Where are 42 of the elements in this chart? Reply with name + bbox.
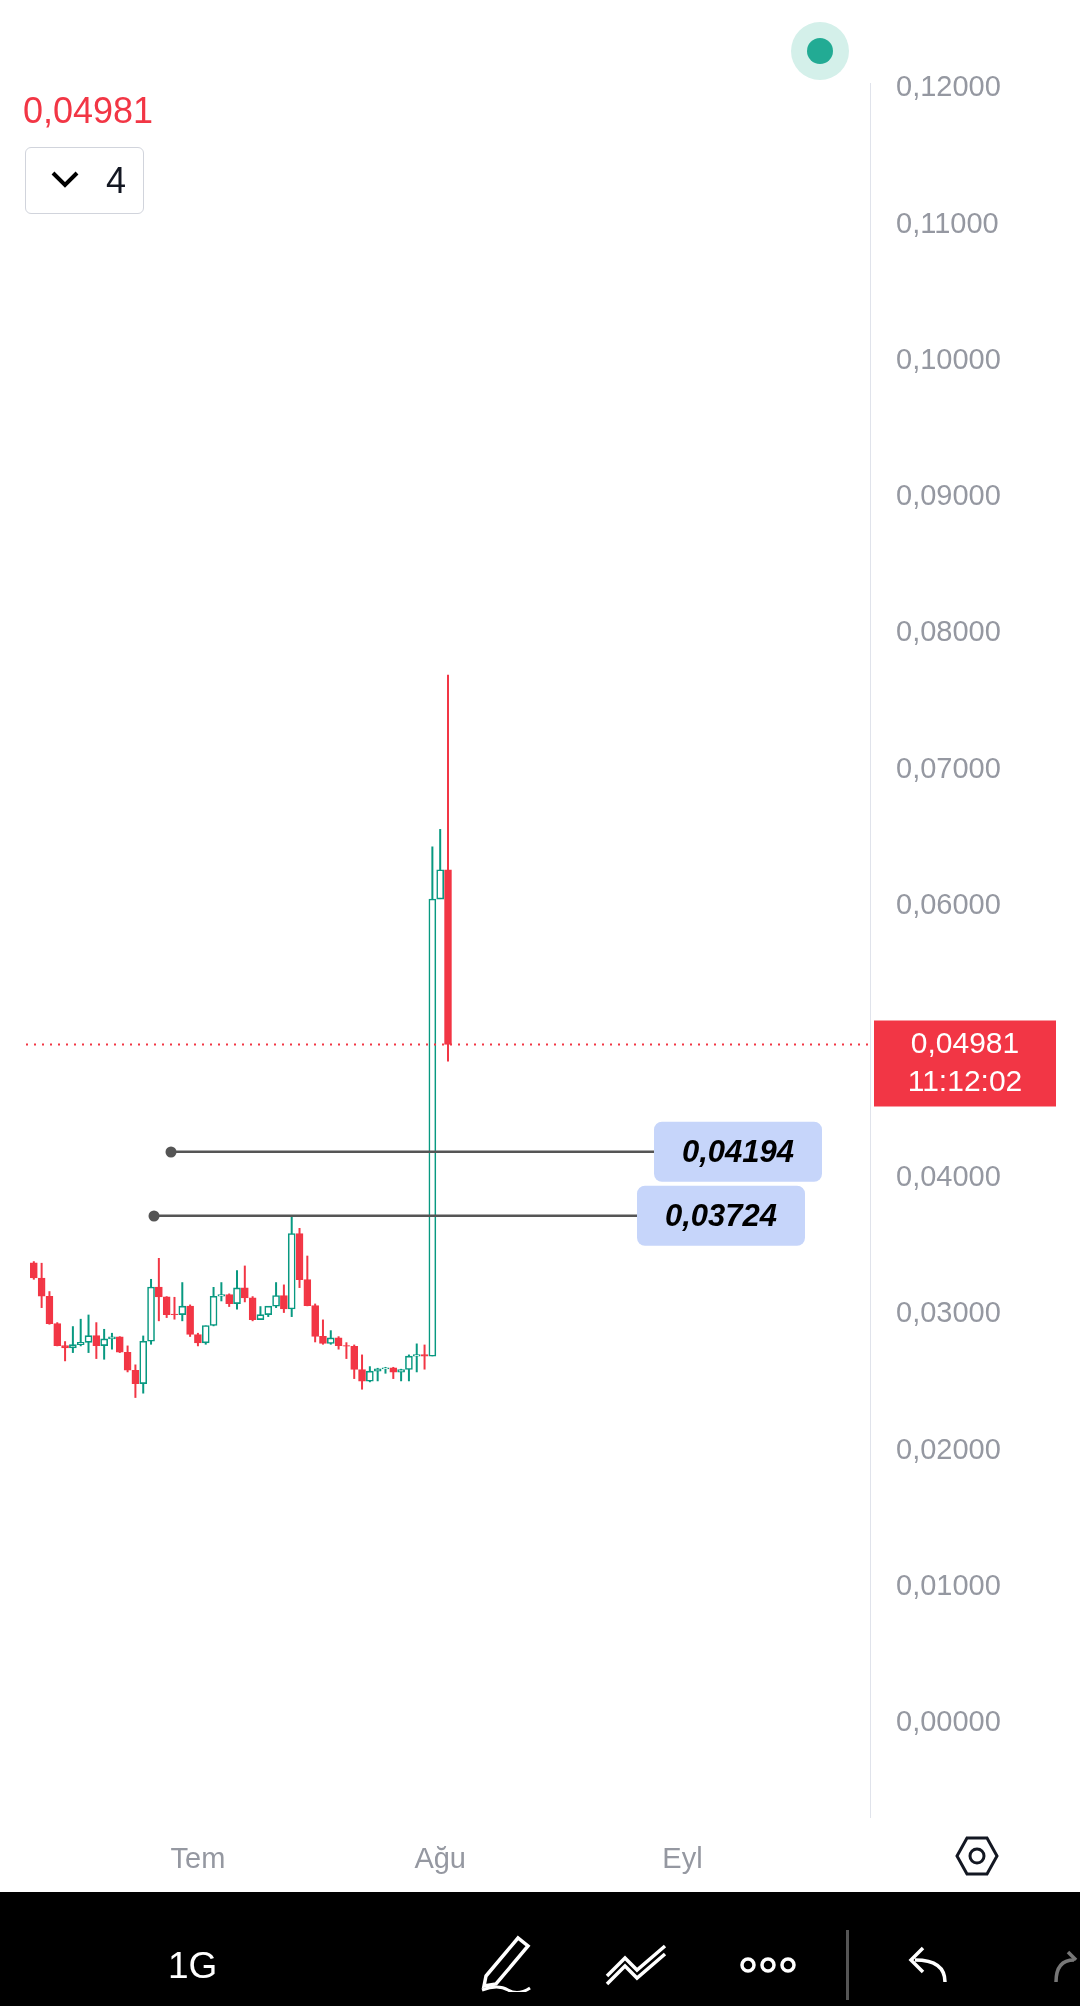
candlestick xyxy=(420,1343,429,1371)
y-tick-label: 0,08000 xyxy=(896,615,1001,648)
ref-line-label: 0,03724 xyxy=(664,1198,778,1234)
candlestick xyxy=(61,1340,69,1363)
y-tick-label: 0,09000 xyxy=(896,479,1001,512)
y-tick-label: 0,06000 xyxy=(896,887,1001,920)
y-tick-label: 0,12000 xyxy=(896,70,1001,103)
y-tick-label: 0,03000 xyxy=(896,1296,1001,1329)
candlestick xyxy=(280,1283,288,1314)
candlestick xyxy=(131,1363,140,1399)
candlestick xyxy=(29,1260,38,1281)
y-tick-label: 0,00000 xyxy=(896,1705,1001,1738)
x-tick-label: Eyl xyxy=(662,1842,703,1875)
annotation: 4 xyxy=(106,160,127,202)
candlestick xyxy=(240,1264,249,1304)
candlestick xyxy=(381,1365,390,1375)
y-tick-label: 0,01000 xyxy=(896,1568,1001,1601)
candlestick xyxy=(178,1281,187,1323)
candlestick xyxy=(248,1295,257,1323)
y-tick-label: 0,11000 xyxy=(896,206,999,239)
y-tick-label: 0,02000 xyxy=(896,1432,1001,1465)
text: 1G xyxy=(168,1945,218,1987)
candlestick xyxy=(155,1256,163,1323)
ref-line-label: 0,04194 xyxy=(681,1134,795,1170)
y-tick-label: 0,07000 xyxy=(896,751,1001,784)
text: 11:12:02 xyxy=(907,1063,1023,1097)
candlestick xyxy=(303,1254,312,1308)
candlestick xyxy=(217,1281,226,1303)
candlestick xyxy=(92,1321,101,1360)
ref-line-label: 0,04981 xyxy=(910,1025,1020,1059)
candlestick xyxy=(76,1317,85,1348)
candlestick xyxy=(84,1313,93,1354)
y-tick-label: 0,10000 xyxy=(896,342,1001,375)
x-tick-label: Ağu xyxy=(414,1842,466,1875)
candlestick xyxy=(37,1261,46,1309)
candlestick xyxy=(123,1344,132,1374)
candlestick xyxy=(69,1325,77,1354)
y-tick-label: 0,04000 xyxy=(896,1160,1001,1193)
candlestick xyxy=(412,1342,421,1374)
annotation: 0,04981 xyxy=(23,90,154,132)
x-tick-label: Tem xyxy=(170,1842,226,1875)
candlestick xyxy=(405,1353,413,1383)
